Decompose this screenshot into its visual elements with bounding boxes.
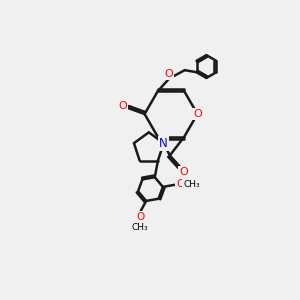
Text: O: O (118, 100, 127, 111)
Text: O: O (136, 212, 144, 222)
Text: CH₃: CH₃ (132, 223, 148, 232)
Text: O: O (193, 109, 202, 119)
Text: N: N (159, 136, 168, 150)
Text: O: O (176, 179, 184, 190)
Text: O: O (179, 167, 188, 177)
Text: CH₃: CH₃ (183, 180, 200, 189)
Text: O: O (165, 69, 174, 79)
